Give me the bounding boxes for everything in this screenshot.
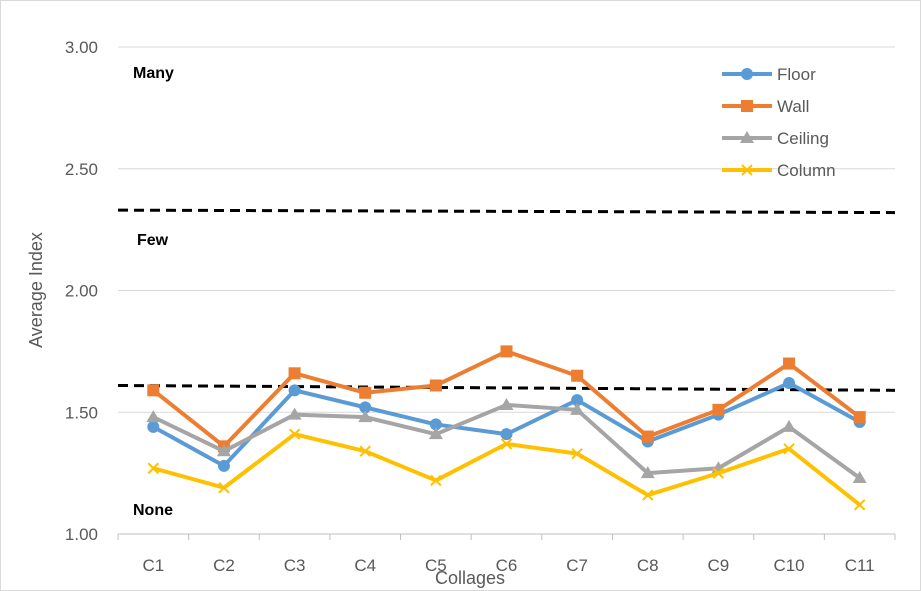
x-tick-label: C7: [566, 556, 588, 575]
data-point: [358, 410, 373, 423]
data-point: [147, 420, 160, 433]
data-point: [570, 402, 585, 415]
data-point: [359, 401, 372, 414]
threshold-line: [117, 208, 896, 215]
gridlines: [118, 46, 895, 413]
legend-label: Wall: [777, 97, 809, 116]
data-point: [741, 68, 753, 80]
data-point: [430, 474, 442, 487]
legend-label: Floor: [777, 65, 816, 84]
data-point: [288, 384, 301, 397]
y-tick-label: 2.00: [65, 282, 98, 301]
y-tick-label: 1.50: [65, 403, 98, 422]
data-point: [712, 467, 725, 479]
legend-label: Ceiling: [777, 129, 829, 148]
x-tick-label: C10: [773, 556, 804, 575]
legend-item: Column: [722, 161, 836, 180]
data-point: [359, 445, 371, 457]
series-line: [152, 381, 861, 468]
legend-item: Ceiling: [722, 129, 829, 148]
data-point: [642, 489, 654, 501]
data-point: [852, 470, 867, 483]
legend: Floor Wall Ceiling Column: [722, 65, 836, 180]
data-point: [641, 430, 654, 443]
x-tick-label: C8: [637, 556, 659, 575]
data-point: [853, 411, 866, 424]
data-point: [429, 418, 442, 431]
x-tick-label: C11: [845, 556, 875, 575]
data-point: [429, 379, 442, 392]
data-point: [428, 427, 443, 440]
data-point: [853, 499, 866, 511]
series-wall: [147, 345, 866, 453]
zone-label: Many: [133, 65, 174, 82]
data-point: [216, 444, 231, 457]
data-point: [500, 438, 513, 450]
x-tick-label: C2: [213, 556, 235, 575]
series-column: [147, 428, 866, 511]
x-tick-label: C4: [354, 556, 376, 575]
zone-labels: Many Few None: [133, 65, 174, 519]
data-point: [288, 428, 301, 440]
data-point: [499, 397, 514, 410]
data-point: [218, 482, 230, 494]
data-point: [783, 377, 796, 390]
x-axis-ticks: C1 C2 C3 C4 C5 C6 C7 C8 C9 C10 C11: [142, 556, 874, 575]
x-tick-label: C5: [425, 556, 447, 575]
legend-item: Wall: [722, 97, 809, 116]
zone-label: None: [133, 502, 173, 519]
y-tick-label: 2.50: [65, 160, 98, 179]
data-point: [500, 428, 513, 441]
data-point: [500, 345, 513, 358]
threshold-line: [117, 383, 896, 392]
data-point: [359, 386, 372, 399]
threshold-lines: [117, 208, 896, 392]
data-point: [740, 131, 754, 143]
legend-item: Floor: [722, 65, 816, 84]
y-axis-title: Average Index: [26, 232, 46, 348]
data-point: [217, 459, 230, 472]
data-point: [288, 367, 301, 380]
y-tick-label: 1.00: [65, 525, 98, 544]
data-point: [640, 466, 655, 479]
data-point: [147, 462, 160, 474]
data-point: [712, 403, 725, 416]
data-point: [783, 357, 796, 370]
data-point: [146, 410, 161, 423]
series-group: [146, 345, 867, 511]
series-ceiling: [146, 397, 867, 483]
data-point: [741, 100, 753, 112]
data-point: [287, 407, 302, 420]
zone-label: Few: [137, 232, 169, 249]
x-tick-label: C9: [708, 556, 730, 575]
series-line: [152, 402, 861, 480]
x-axis: [117, 533, 896, 540]
data-point: [571, 394, 584, 407]
data-point: [571, 369, 584, 382]
x-tick-label: C1: [142, 556, 164, 575]
x-tick-label: C6: [496, 556, 518, 575]
data-point: [782, 419, 797, 432]
y-tick-label: 3.00: [65, 38, 98, 57]
data-point: [147, 384, 160, 397]
x-tick-label: C3: [284, 556, 306, 575]
data-point: [571, 447, 583, 460]
legend-label: Column: [777, 161, 836, 180]
x-axis-title: Collages: [435, 568, 505, 588]
data-point: [741, 164, 753, 176]
y-axis-ticks: 1.00 1.50 2.00 2.50 3.00: [65, 38, 98, 544]
data-point: [783, 443, 795, 455]
